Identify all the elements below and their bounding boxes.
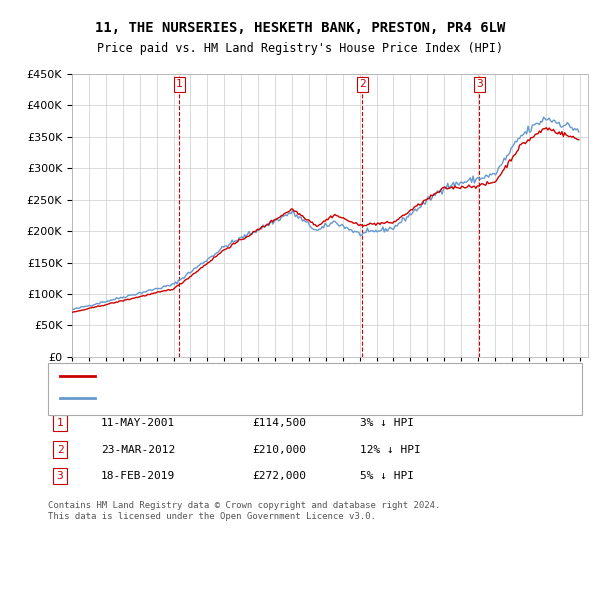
Text: 18-FEB-2019: 18-FEB-2019 [101, 471, 175, 481]
Text: 3% ↓ HPI: 3% ↓ HPI [360, 418, 414, 428]
Text: 3: 3 [56, 471, 64, 481]
Text: Price paid vs. HM Land Registry's House Price Index (HPI): Price paid vs. HM Land Registry's House … [97, 42, 503, 55]
Text: 11, THE NURSERIES, HESKETH BANK, PRESTON, PR4 6LW (detached house): 11, THE NURSERIES, HESKETH BANK, PRESTON… [101, 371, 488, 381]
Text: 11-MAY-2001: 11-MAY-2001 [101, 418, 175, 428]
Text: 23-MAR-2012: 23-MAR-2012 [101, 445, 175, 454]
Text: 2: 2 [56, 445, 64, 454]
Text: £114,500: £114,500 [252, 418, 306, 428]
Text: 11, THE NURSERIES, HESKETH BANK, PRESTON, PR4 6LW: 11, THE NURSERIES, HESKETH BANK, PRESTON… [95, 21, 505, 35]
Text: Contains HM Land Registry data © Crown copyright and database right 2024.
This d: Contains HM Land Registry data © Crown c… [48, 502, 440, 521]
Text: 1: 1 [56, 418, 64, 428]
Text: 2: 2 [359, 80, 366, 90]
Text: 5% ↓ HPI: 5% ↓ HPI [360, 471, 414, 481]
Text: £272,000: £272,000 [252, 471, 306, 481]
Text: 1: 1 [176, 80, 182, 90]
Text: 3: 3 [476, 80, 483, 90]
Text: 12% ↓ HPI: 12% ↓ HPI [360, 445, 421, 454]
Text: HPI: Average price, detached house, West Lancashire: HPI: Average price, detached house, West… [101, 394, 400, 403]
Text: £210,000: £210,000 [252, 445, 306, 454]
